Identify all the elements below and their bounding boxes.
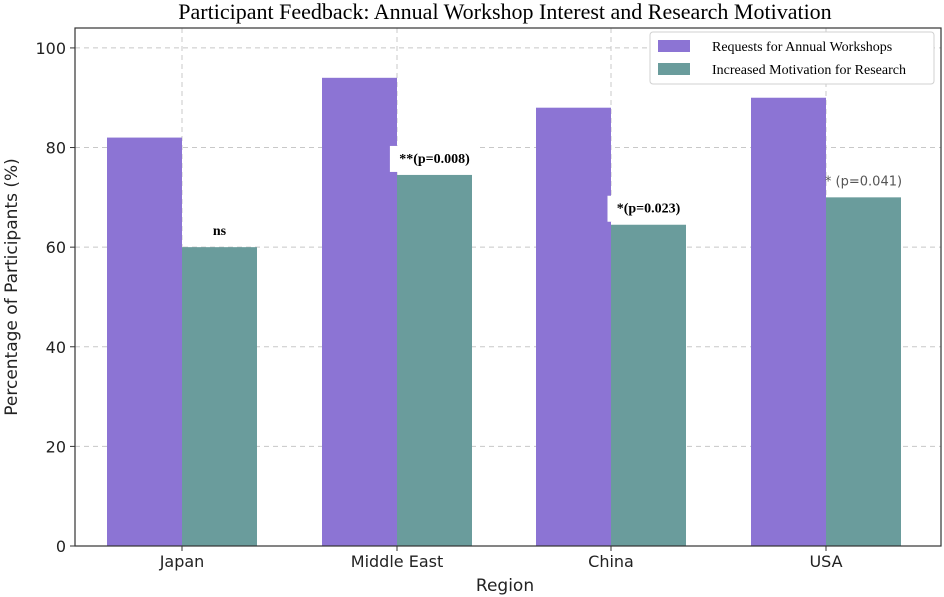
annotations: ns **(p=0.008) *(p=0.023) * (p=0.041) <box>213 145 902 239</box>
bar-requests <box>107 137 182 547</box>
chart-title: Participant Feedback: Annual Workshop In… <box>178 0 831 24</box>
y-tick-label: 40 <box>46 338 66 357</box>
annotation-background <box>607 195 690 222</box>
legend-label-requests: Requests for Annual Workshops <box>712 40 892 55</box>
bar-requests <box>751 97 826 546</box>
bar-motivation <box>397 174 472 547</box>
legend: Requests for Annual Workshops Increased … <box>649 31 935 85</box>
bar-motivation <box>826 197 901 546</box>
y-tick-label: 20 <box>46 437 66 456</box>
x-tick-label: Japan <box>159 552 205 571</box>
annotation-background <box>389 145 480 172</box>
bar-motivation <box>182 247 257 546</box>
plot-frame <box>74 27 942 547</box>
y-axis-label: Percentage of Participants (%) <box>2 158 22 416</box>
bar-requests <box>322 77 397 547</box>
y-tick-label: 0 <box>56 537 66 556</box>
legend-swatch-requests <box>658 40 690 52</box>
y-tick-label: 60 <box>46 238 66 257</box>
x-tick-label: USA <box>809 552 842 571</box>
legend-label-motivation: Increased Motivation for Research <box>712 63 906 78</box>
x-axis-label: Region <box>476 576 534 596</box>
y-tick-label: 100 <box>35 39 66 58</box>
bar-motivation <box>611 224 686 546</box>
significance-annotation: *(p=0.023) <box>617 202 681 217</box>
bar-requests <box>536 107 611 546</box>
significance-annotation: * (p=0.041) <box>825 174 902 189</box>
x-tick-label: China <box>588 552 634 571</box>
y-axis-ticks: 0 20 40 60 80 100 <box>35 39 75 556</box>
bars <box>107 77 901 547</box>
x-axis-ticks: Japan Middle East China USA <box>159 546 843 571</box>
y-tick-label: 80 <box>46 139 66 158</box>
significance-annotation: **(p=0.008) <box>399 152 470 167</box>
legend-swatch-motivation <box>658 63 690 75</box>
legend-frame <box>649 31 935 85</box>
x-tick-label: Middle East <box>351 552 443 571</box>
significance-annotation: ns <box>213 224 227 239</box>
